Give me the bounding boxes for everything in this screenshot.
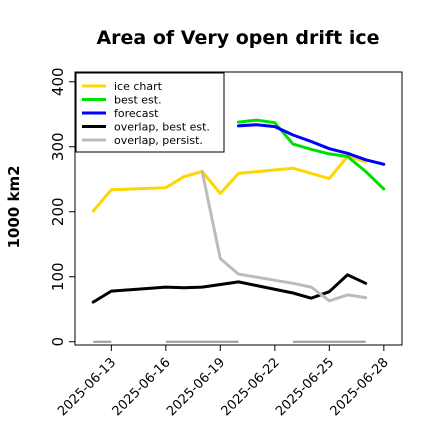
plot-frame: [74, 71, 403, 346]
y-tick-label: 400: [49, 67, 67, 96]
x-axis: 2025-06-132025-06-162025-06-192025-06-22…: [55, 345, 392, 419]
y-tick-label: 200: [49, 197, 67, 226]
x-tick-label: 2025-06-28: [328, 355, 392, 419]
legend-label: overlap, best est.: [114, 121, 210, 134]
series-line-ice-chart: [91, 155, 368, 213]
legend-label: best est.: [114, 94, 162, 107]
series-line-best-est: [237, 118, 386, 191]
legend-label: forecast: [114, 107, 159, 120]
y-axis: 0 100 200 300 400: [49, 67, 75, 347]
legend-label: ice chart: [114, 80, 163, 93]
legend-label: overlap, persist.: [114, 134, 203, 147]
y-tick-label: 100: [49, 262, 67, 291]
series-line-overlap-persist: [200, 170, 368, 303]
plot-area: [74, 71, 403, 346]
y-tick-label: 300: [49, 132, 67, 161]
chart-title: Area of Very open drift ice: [96, 27, 379, 49]
y-tick-label: 0: [49, 337, 67, 347]
series-line-overlap-best-est: [91, 273, 368, 304]
series-line-forecast: [237, 123, 386, 166]
y-axis-label: 1000 km2: [5, 165, 23, 248]
